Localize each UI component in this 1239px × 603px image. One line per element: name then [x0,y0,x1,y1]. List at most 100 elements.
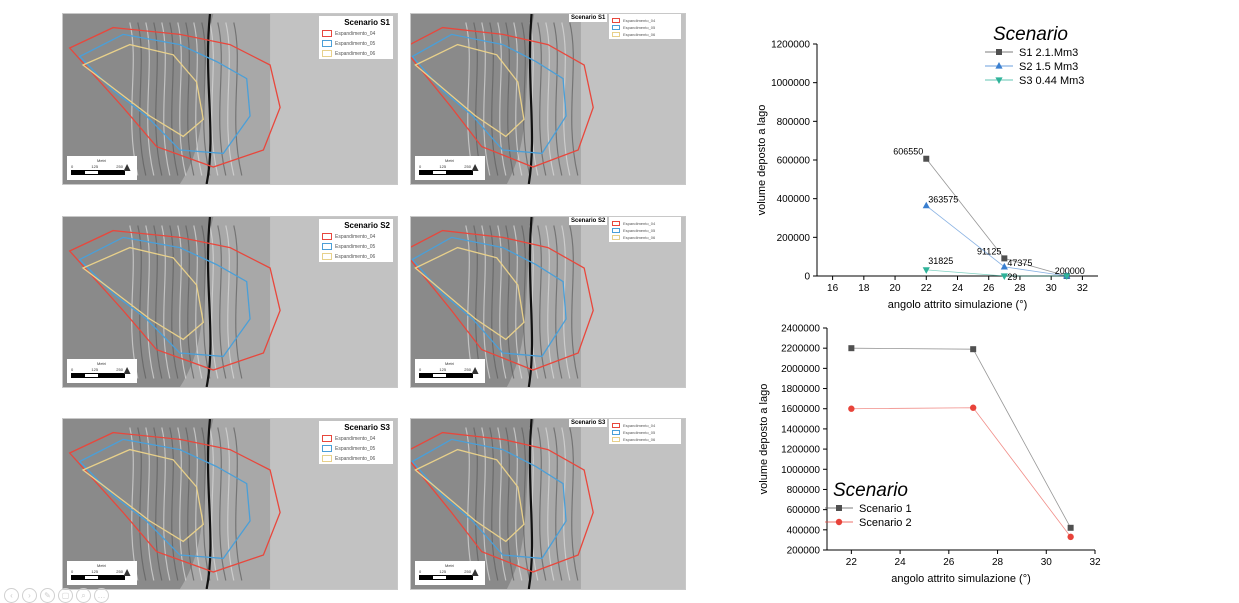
scale-bar: Metri 0 125 250 ▲ [67,561,137,585]
next-icon[interactable]: › [22,588,37,603]
data-point [1000,273,1008,280]
scale-bar: Metri 0 125 250 ▲ [415,561,485,585]
data-label: 91125 [977,246,1001,256]
north-arrow-icon: ▲ [469,160,481,174]
legend-label: Espandimento_04 [335,435,376,442]
x-tick-label: 30 [1046,283,1058,294]
x-tick-label: 22 [846,557,858,568]
legend-swatch [612,423,620,428]
legend-item: Espandimento_05 [322,243,390,250]
x-tick-label: 26 [943,557,955,568]
data-label: 47375 [1007,258,1032,268]
legend-label: Scenario 2 [859,517,912,529]
scenario-label: Scenario S3 [569,419,608,427]
scale-tick: 250 [116,367,123,372]
north-arrow-icon: ▲ [469,565,481,579]
scale-tick: 125 [439,367,447,372]
legend-item: Espandimento_05 [612,430,678,435]
scale-bar: Metri 0 125 250 ▲ [67,359,137,383]
scale-tick: 0 [419,164,422,169]
scale-tick: 250 [464,367,471,372]
legend-label: Espandimento_04 [623,18,656,23]
legend-label: Espandimento_05 [335,243,376,250]
map-legend: Scenario S3 Espandimento_04 Espandimento_0… [569,419,681,444]
legend-label: Espandimento_05 [335,40,376,47]
legend-swatch [322,455,332,462]
legend-item: Espandimento_06 [612,235,678,240]
scale-tick: 0 [71,164,74,169]
scale-ticks: 0 125 250 [419,164,471,169]
scale-graphic [419,575,473,580]
chart-volume-by-scenario: 16 18 20 22 24 26 28 30 32 0 200000 400000 600000 800… [745,10,1105,320]
scale-unit: Metri [97,563,106,568]
legend-swatch [322,40,332,47]
legend-swatch [612,430,620,435]
legend-swatch [612,25,620,30]
data-point [1067,533,1074,541]
map-panel-5: Scenario S3 Espandimento_04 Espandimento_0… [62,418,398,590]
legend-marker [995,77,1003,84]
scale-tick: 250 [116,164,123,169]
legend-label: Espandimento_04 [623,423,656,428]
scale-graphic [71,170,125,175]
prev-icon[interactable]: ‹ [4,588,19,603]
y-tick-label: 800000 [787,485,821,496]
data-point [923,155,930,162]
scale-unit: Metri [445,563,454,568]
legend-swatch [322,435,332,442]
legend-item: Espandimento_05 [612,25,678,30]
y-tick-label: 1400000 [781,424,820,435]
map-panel-1: Scenario S1 Espandimento_04 Espandimento_0… [62,13,398,185]
more-icon[interactable]: … [94,588,109,603]
data-point [922,267,930,274]
scale-graphic [419,170,473,175]
scenario-label: Scenario S1 [569,14,608,22]
legend-item: Espandimento_05 [612,228,678,233]
north-arrow-icon: ▲ [121,565,133,579]
scenario-label: Scenario S2 [569,217,608,225]
map-panel-6: Scenario S3 Espandimento_04 Espandimento_0… [410,418,686,590]
north-arrow-icon: ▲ [121,160,133,174]
legend-label: Espandimento_04 [623,221,656,226]
chart-legend-title: Scenario [993,24,1068,45]
legend-label: Espandimento_05 [623,430,656,435]
x-tick-label: 24 [952,283,964,294]
x-tick-label: 24 [895,557,907,568]
scale-unit: Metri [97,158,106,163]
scale-graphic [71,373,125,378]
copy-icon[interactable]: ▢ [58,588,73,603]
legend-item: Espandimento_06 [322,253,390,260]
legend-item: Espandimento_06 [612,437,678,442]
data-point [848,405,855,412]
legend-swatch [612,32,620,37]
data-point [1063,273,1071,280]
data-point [848,345,855,352]
legend-swatch [612,221,620,226]
hillshade-map [411,14,685,184]
scale-tick: 0 [71,367,74,372]
pen-icon[interactable]: ✎ [40,588,55,603]
scale-tick: 125 [439,164,447,169]
data-label: 200000 [1055,266,1085,276]
legend-marker [996,49,1002,55]
legend-item: Espandimento_05 [322,445,390,452]
legend-item: Espandimento_06 [322,455,390,462]
legend-marker [835,518,843,526]
legend-marker [995,62,1003,69]
data-label: 31825 [928,256,953,266]
legend-label: S1 2.1.Mm3 [1019,47,1078,59]
legend-swatch [322,50,332,57]
scale-tick: 250 [116,569,123,574]
scale-unit: Metri [97,361,106,366]
scenario-label: Scenario S1 [344,18,390,27]
legend-label: Espandimento_06 [623,235,656,240]
scale-bar: Metri 0 125 250 ▲ [415,359,485,383]
legend-item: Espandimento_06 [322,50,390,57]
scale-bar: Metri 0 125 250 ▲ [415,156,485,180]
zoom-icon[interactable]: ⌕ [76,588,91,603]
x-tick-label: 26 [983,283,995,294]
chart-legend-title: Scenario [833,480,908,501]
map-panel-2: Scenario S1 Espandimento_04 Espandimento_0… [410,13,686,185]
scale-graphic [419,373,473,378]
legend-swatch [612,18,620,23]
